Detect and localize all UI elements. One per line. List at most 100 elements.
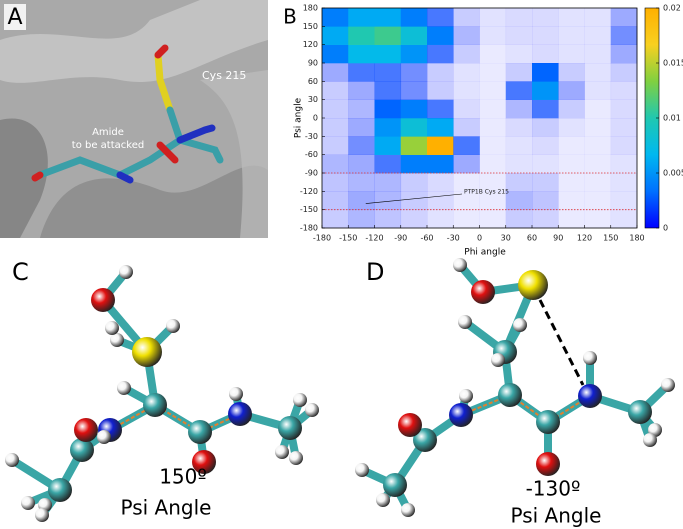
atom — [661, 378, 675, 392]
heat-cell — [400, 63, 428, 82]
heat-cell — [505, 99, 533, 119]
heat-cell — [348, 118, 375, 137]
heat-cell — [400, 191, 428, 210]
heat-cell — [322, 154, 349, 174]
backbone — [109, 403, 241, 434]
heat-cell — [610, 63, 638, 82]
annotation: PTP1B Cys 215 — [464, 189, 509, 196]
heat-cell — [610, 209, 638, 229]
heat-cell — [322, 136, 349, 155]
heat-cell — [505, 209, 533, 229]
heat-cell — [453, 8, 480, 27]
y-tick-label: 30 — [308, 95, 318, 104]
y-tick-label: 120 — [303, 40, 318, 49]
heat-cell — [610, 81, 638, 100]
atom — [132, 337, 162, 367]
heat-cell — [348, 63, 375, 82]
x-tick-label: -150 — [339, 234, 357, 243]
heat-cell — [584, 209, 612, 229]
atom — [97, 430, 111, 444]
x-axis-label: Phi angle — [464, 248, 506, 258]
heat-cell — [348, 173, 375, 192]
x-tick-label: 90 — [553, 234, 563, 243]
heat-cell — [322, 44, 349, 64]
heat-cell — [322, 8, 349, 27]
heat-cell — [558, 44, 585, 64]
atom — [491, 353, 505, 367]
heat-cell — [532, 209, 559, 229]
heat-cell — [532, 44, 559, 64]
atom — [48, 478, 72, 502]
heat-cell — [558, 118, 585, 137]
panel-b: B Phi angle Psi angle -180 -150 -120 -90 -60… — [283, 4, 683, 258]
heat-cell — [610, 26, 638, 45]
heat-cell — [479, 63, 507, 82]
heat-cell — [479, 209, 507, 229]
atom — [413, 428, 437, 452]
heat-cell — [532, 154, 559, 174]
heat-cell — [322, 26, 349, 45]
heat-cell — [532, 8, 559, 27]
annotation-arrow — [365, 193, 463, 204]
heat-cell — [374, 136, 402, 155]
heat-cell — [453, 99, 480, 119]
heat-cell — [505, 63, 533, 82]
heat-cell — [532, 191, 559, 210]
atom — [5, 453, 19, 467]
heat-cell — [584, 63, 612, 82]
atom — [117, 381, 131, 395]
heat-cell — [453, 209, 480, 229]
heat-cell — [322, 81, 349, 100]
heat-cell — [558, 209, 585, 229]
colorbar-tick-label: 0.005 — [663, 169, 683, 178]
heat-cell — [505, 173, 533, 192]
heat-cell — [400, 209, 428, 229]
heat-cell — [479, 99, 507, 119]
colorbar-tick-label: 0.01 — [663, 114, 681, 123]
heat-cell — [584, 173, 612, 192]
atom — [583, 351, 597, 365]
x-tick-label: 180 — [629, 234, 644, 243]
heat-cell — [348, 136, 375, 155]
heat-cell — [400, 81, 428, 100]
heat-cell — [427, 8, 454, 27]
heat-cell — [505, 118, 533, 137]
heat-cell — [584, 118, 612, 137]
angle-label: 150º — [159, 465, 207, 489]
y-tick-label: -90 — [305, 169, 318, 178]
heat-cell — [453, 118, 480, 137]
panel-a: A Cys 215 Amide to be attacked — [0, 0, 268, 238]
x-tick-label: -120 — [365, 234, 383, 243]
annotation: Cys 215 — [202, 69, 246, 82]
heat-cell — [322, 209, 349, 229]
heat-cell — [348, 44, 375, 64]
x-tick-label: -180 — [313, 234, 331, 243]
heat-cell — [558, 136, 585, 155]
atom — [355, 463, 369, 477]
heat-cell — [532, 99, 559, 119]
x-tick-label: -30 — [447, 234, 460, 243]
heat-cell — [532, 173, 559, 192]
heat-cell — [558, 99, 585, 119]
heat-cell — [479, 81, 507, 100]
heat-cell — [348, 8, 375, 27]
heat-cell — [532, 136, 559, 155]
atom — [458, 315, 472, 329]
heat-cell — [532, 118, 559, 137]
heat-cell — [610, 99, 638, 119]
heat-cell — [532, 63, 559, 82]
y-tick-label: 150 — [303, 22, 318, 31]
atom — [518, 270, 548, 300]
heat-cell — [584, 191, 612, 210]
atom — [275, 445, 289, 459]
atom — [105, 321, 119, 335]
x-tick-label: 30 — [501, 234, 511, 243]
heat-cell — [322, 191, 349, 210]
heat-cell — [505, 191, 533, 210]
heat-cell — [427, 26, 454, 45]
heat-cell — [400, 118, 428, 137]
stick-model — [31, 44, 224, 184]
heat-cell — [400, 99, 428, 119]
heat-cell — [558, 63, 585, 82]
